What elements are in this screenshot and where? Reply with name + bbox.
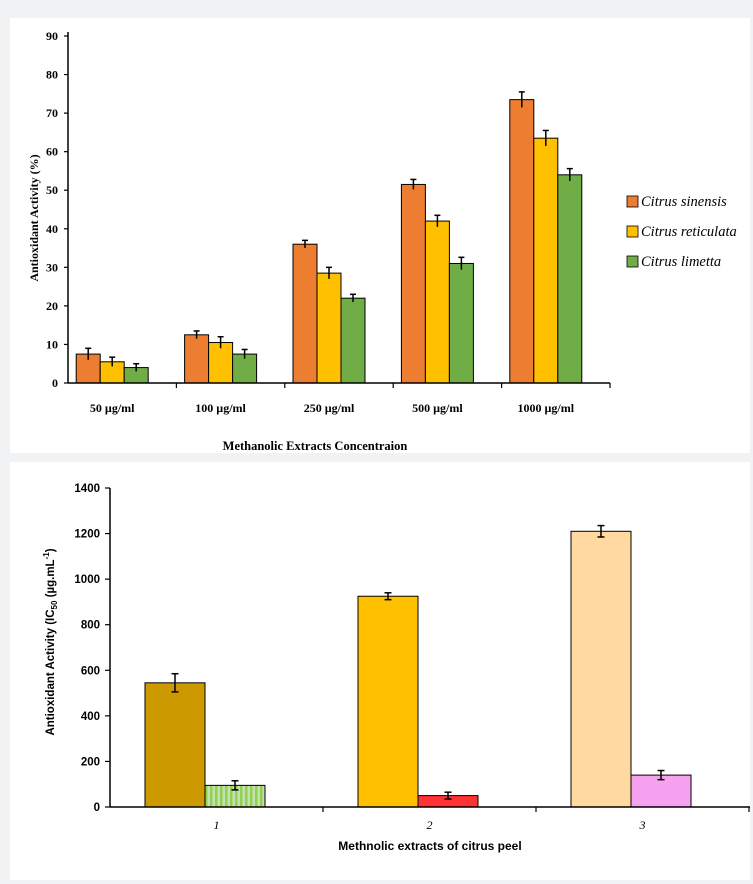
y-tick-label: 400 <box>81 711 100 723</box>
x-tick-label: 250 µg/ml <box>304 401 355 415</box>
y-tick-label: 200 <box>81 756 100 768</box>
legend: Citrus sinensis Citrus reticulata Citrus l… <box>626 194 737 270</box>
y-axis-label-sup: -1 <box>42 552 51 560</box>
x-tick-label: 100 µg/ml <box>195 401 246 415</box>
y-tick-label: 50 <box>46 183 58 197</box>
legend-swatch <box>626 255 639 268</box>
bar-ic50-main <box>570 530 632 808</box>
legend-label: Citrus limetta <box>641 254 721 270</box>
y-tick-label: 600 <box>81 665 100 677</box>
bar-citrus-reticulata <box>424 220 450 384</box>
y-tick-label: 60 <box>46 145 58 159</box>
bar-citrus-sinensis <box>292 243 318 384</box>
y-tick-label: 80 <box>46 68 58 82</box>
y-tick-label: 1400 <box>74 483 100 495</box>
bar-ic50-main <box>357 595 419 808</box>
bar-citrus-limetta <box>340 297 366 384</box>
legend-swatch <box>626 195 639 208</box>
bar-citrus-reticulata <box>316 272 342 384</box>
legend-label: Citrus sinensis <box>641 194 727 210</box>
bar-citrus-sinensis <box>400 183 426 384</box>
y-tick-label: 70 <box>46 106 58 120</box>
y-tick-label: 1000 <box>74 574 100 586</box>
y-tick-label: 0 <box>52 376 58 390</box>
legend-swatch <box>626 225 639 238</box>
x-tick-label: 2 <box>427 818 433 832</box>
y-tick-label: 10 <box>46 337 58 351</box>
y-tick-label: 90 <box>46 29 58 43</box>
y-axis-label-unit: (µg.mL <box>45 559 57 600</box>
x-tick-label: 1000 µg/ml <box>518 401 575 415</box>
x-tick-label: 1 <box>214 818 220 832</box>
legend-label: Citrus reticulata <box>641 224 737 240</box>
bar-citrus-sinensis <box>184 334 210 384</box>
y-axis-label-sub: 50 <box>50 600 59 609</box>
bar-citrus-limetta <box>448 262 474 384</box>
y-tick-label: 20 <box>46 299 58 313</box>
x-tick-label: 50 µg/ml <box>90 401 135 415</box>
y-axis-label-end: ) <box>45 548 57 552</box>
x-axis-label: Methnolic extracts of citrus peel <box>338 839 521 853</box>
y-axis-label-main: Antioxidant Activity (IC <box>45 609 57 735</box>
y-tick-label: 30 <box>46 260 58 274</box>
chart-panel-ic50: 0 200 400 600 800 1000 1200 1400 1 2 3 Antioxidant… <box>10 462 750 880</box>
bar-citrus-reticulata <box>533 137 559 384</box>
bar-citrus-reticulata <box>208 342 234 384</box>
y-tick-label: 0 <box>94 802 100 814</box>
x-tick-label: 500 µg/ml <box>412 401 463 415</box>
y-tick-label: 40 <box>46 222 58 236</box>
y-tick-label: 800 <box>81 620 100 632</box>
bar-chart-ic50: 0 200 400 600 800 1000 1200 1400 1 2 3 Antioxidant… <box>42 483 750 853</box>
chart-panel-antioxidant-percent: 0 10 20 30 40 50 60 70 80 90 50 µg/ml 100 µg/ml 250 … <box>10 18 750 453</box>
y-axis-label: Antioxidant Activity (IC50 (µg.mL-1) <box>42 548 59 735</box>
bar-citrus-sinensis <box>509 99 535 384</box>
bar-citrus-limetta <box>557 174 583 384</box>
bar-ic50-main <box>144 682 206 808</box>
y-tick-label: 1200 <box>74 529 100 541</box>
y-axis-label: Antioxidant Activity (%) <box>27 154 41 281</box>
x-tick-label: 3 <box>639 818 646 832</box>
x-axis-label: Methanolic Extracts Concentraion <box>223 439 408 453</box>
bar-chart-antioxidant-percent: 0 10 20 30 40 50 60 70 80 90 50 µg/ml 100 µg/ml 250 … <box>27 29 737 453</box>
bar-ic50-standard <box>630 774 692 808</box>
